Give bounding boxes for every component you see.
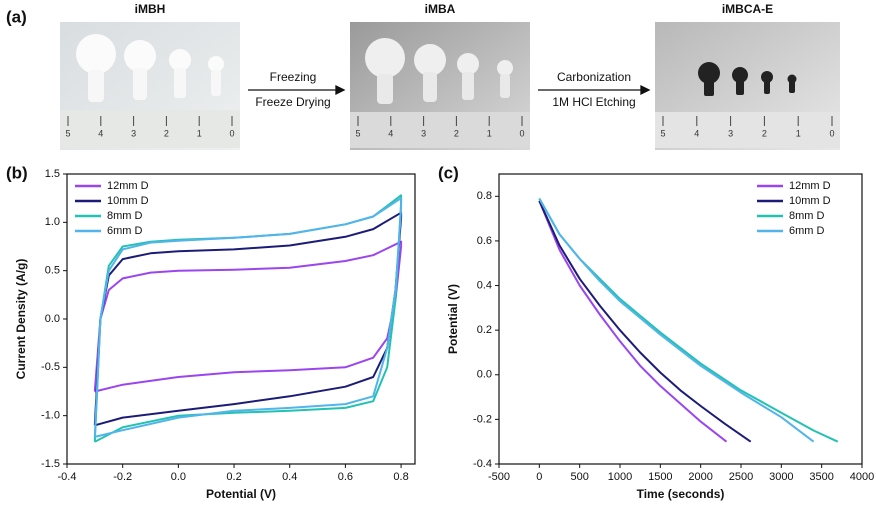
y-tick-label: -1.0 (41, 410, 60, 422)
legend-label: 12mm D (789, 180, 831, 192)
step-label: Carbonization (557, 70, 631, 84)
ruler-label: 0 (519, 128, 524, 138)
x-tick-label: 3500 (809, 471, 833, 483)
photo (60, 22, 240, 150)
ruler-label: 0 (229, 128, 234, 138)
series-line (538, 198, 815, 443)
photo (655, 22, 840, 150)
x-tick-label: 0.0 (171, 471, 186, 483)
legend-label: 10mm D (107, 195, 149, 207)
y-tick-label: 0.2 (477, 324, 492, 336)
x-tick-label: 2000 (688, 471, 712, 483)
process-arrows (248, 84, 651, 96)
series-line (93, 240, 403, 393)
legend-label: 6mm D (107, 225, 143, 237)
ruler-label: 4 (98, 128, 103, 138)
legend-label: 6mm D (789, 225, 825, 237)
step-label: Freezing (270, 70, 317, 84)
step-label: 1M HCl Etching (552, 95, 635, 109)
photo-title: iMBCA-E (722, 2, 773, 16)
ruler-label: 4 (694, 128, 699, 138)
ruler-label: 5 (355, 128, 360, 138)
x-tick-label: -500 (488, 471, 510, 483)
x-tick-label: -0.2 (113, 471, 132, 483)
x-tick-label: 2500 (729, 471, 753, 483)
x-tick-label: 0.8 (393, 471, 408, 483)
y-tick-label: -1.5 (41, 458, 60, 470)
y-tick-label: 1.0 (45, 216, 60, 228)
ruler-label: 2 (454, 128, 459, 138)
x-axis-title: Time (seconds) (637, 487, 725, 501)
ruler-label: 1 (487, 128, 492, 138)
photo-title: iMBH (135, 2, 166, 16)
legend-label: 8mm D (107, 210, 143, 222)
ruler-label: 5 (660, 128, 665, 138)
x-tick-label: 0.2 (226, 471, 241, 483)
y-tick-label: 1.5 (45, 168, 60, 180)
ruler-label: 2 (164, 128, 169, 138)
x-tick-label: 4000 (850, 471, 874, 483)
y-tick-label: 0.0 (45, 313, 60, 325)
ruler-label: 3 (728, 128, 733, 138)
x-tick-label: 0.4 (282, 471, 297, 483)
series-line (93, 194, 403, 443)
ruler-label: 1 (197, 128, 202, 138)
panel-label: (b) (6, 163, 28, 182)
series-line (538, 200, 752, 443)
y-tick-label: -0.4 (473, 458, 492, 470)
y-tick-label: 0.5 (45, 265, 60, 277)
x-tick-label: 0 (536, 471, 542, 483)
y-tick-label: -0.2 (473, 413, 492, 425)
y-axis-title: Current Density (A/g) (14, 259, 28, 380)
ruler-label: 5 (65, 128, 70, 138)
legend-label: 10mm D (789, 195, 831, 207)
panel-label: (c) (438, 163, 459, 182)
y-tick-label: -0.5 (41, 361, 60, 373)
y-tick-label: 0.6 (477, 235, 492, 247)
plot-frame (498, 173, 863, 465)
ruler-label: 2 (762, 128, 767, 138)
x-tick-label: 500 (570, 471, 588, 483)
y-axis-title: Potential (V) (446, 284, 460, 354)
ruler-label: 1 (796, 128, 801, 138)
x-tick-label: 0.6 (338, 471, 353, 483)
x-tick-label: 1500 (648, 471, 672, 483)
photo-title: iMBA (425, 2, 456, 16)
x-tick-label: 1000 (608, 471, 632, 483)
ruler-label: 0 (829, 128, 834, 138)
y-tick-label: 0.4 (477, 279, 492, 291)
ruler-label: 3 (131, 128, 136, 138)
step-label: Freeze Drying (255, 95, 330, 109)
x-tick-label: -0.4 (58, 471, 77, 483)
photo (350, 22, 530, 150)
y-tick-label: 0.8 (477, 190, 492, 202)
ruler-label: 3 (421, 128, 426, 138)
series-line (538, 200, 728, 443)
x-axis-title: Potential (V) (206, 487, 276, 501)
series-line (93, 197, 403, 438)
legend-label: 12mm D (107, 180, 149, 192)
panel-label: (a) (6, 7, 27, 26)
x-tick-label: 3000 (769, 471, 793, 483)
y-tick-label: 0.0 (477, 369, 492, 381)
legend-label: 8mm D (789, 210, 825, 222)
ruler-label: 4 (388, 128, 393, 138)
